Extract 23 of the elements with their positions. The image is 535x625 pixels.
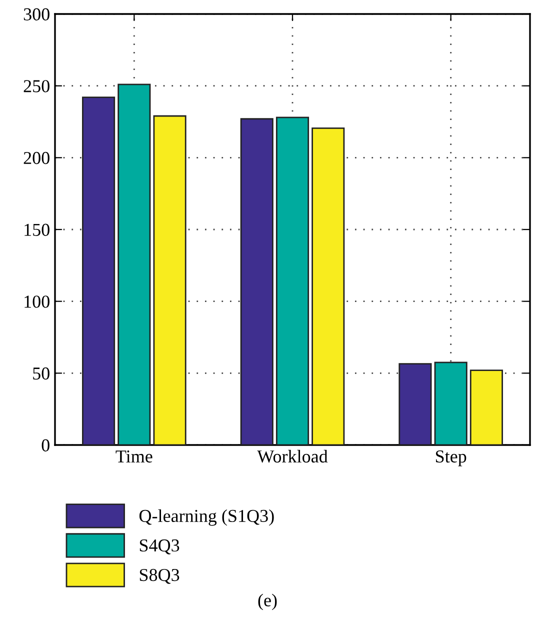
bar: [398, 363, 432, 445]
x-tick-label: Step: [436, 450, 466, 466]
x-tick-label: Workload: [257, 450, 328, 463]
bar: [312, 128, 345, 445]
legend-label: S4Q3: [140, 539, 180, 554]
x-tick-label: Time: [116, 450, 152, 463]
y-tick-label: 250: [24, 80, 50, 92]
bar: [240, 118, 274, 445]
legend-label: Q-learning (S1Q3): [139, 509, 274, 526]
y-tick-label: 200: [24, 152, 50, 164]
bar: [153, 115, 186, 445]
y-tick-label: 50: [33, 367, 50, 380]
bar: [434, 362, 468, 445]
bar: [276, 116, 310, 445]
y-tick-label: 0: [42, 439, 50, 452]
y-tick-label: 150: [24, 224, 50, 236]
y-tick-label: 100: [24, 296, 50, 308]
text: (e): [258, 594, 277, 610]
bar: [82, 96, 116, 445]
bar: [118, 84, 151, 445]
bar: [470, 370, 503, 445]
y-tick-label: 300: [24, 8, 50, 20]
legend-label: S8Q3: [140, 568, 180, 584]
